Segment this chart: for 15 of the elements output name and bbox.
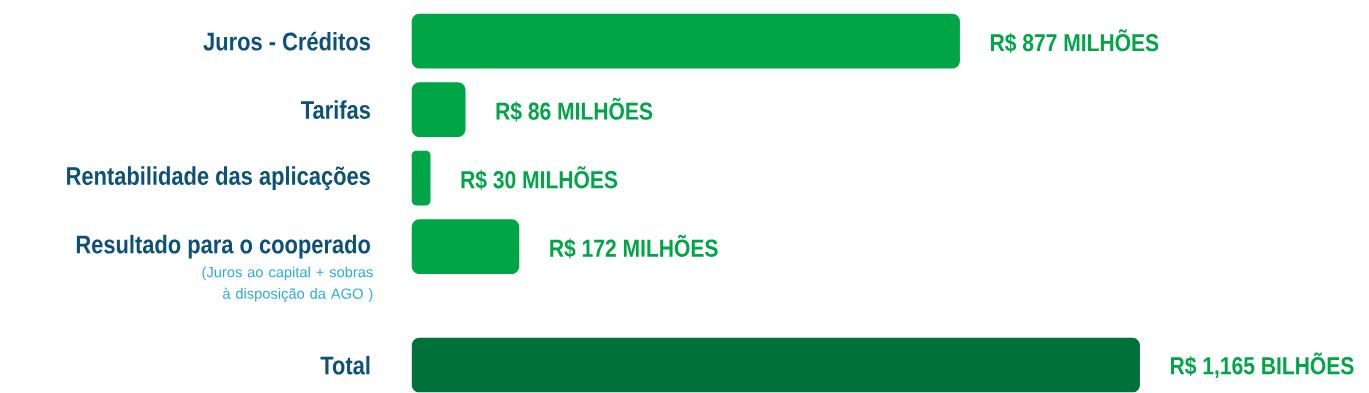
data-label: R$ 86 MILHÕES <box>496 98 653 122</box>
data-label: R$ 172 MILHÕES <box>550 235 718 259</box>
data-label: R$ 1,165 BILHÕES <box>1170 352 1354 379</box>
bar <box>411 219 520 275</box>
bar <box>411 150 431 206</box>
y-tick-label: Rentabilidade das aplicações <box>67 166 370 191</box>
y-tick-label: Total <box>320 356 370 375</box>
data-label: R$ 877 MILHÕES <box>990 29 1159 54</box>
bar <box>411 82 466 138</box>
text: (Juros ao capital + sobras à disposição da AGO ) <box>202 266 373 303</box>
y-tick-label: Juros - Créditos <box>203 31 370 51</box>
y-tick-label: Resultado para o cooperado <box>76 235 371 259</box>
bar <box>411 13 960 69</box>
y-tick-label: Tarifas <box>301 100 371 120</box>
data-label: R$ 30 MILHÕES <box>461 166 618 191</box>
